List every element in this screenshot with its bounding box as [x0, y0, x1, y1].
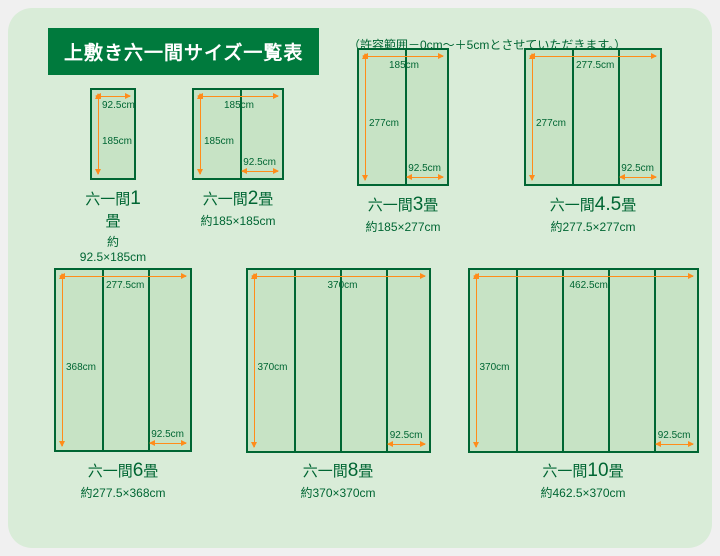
- caption-name: 六一間4.5畳: [508, 194, 678, 216]
- caption-name: 六一間1畳: [78, 188, 148, 231]
- half-label: 92.5cm: [408, 163, 441, 174]
- h-label: 370cm: [258, 362, 288, 373]
- fig-6jo: 277.5cm 368cm 92.5cm 六一間6畳 約277.5×368cm: [38, 268, 208, 452]
- half-label: 92.5cm: [621, 163, 654, 174]
- caption-dims: 約92.5×185cm: [78, 233, 148, 264]
- half-label: 92.5cm: [658, 430, 691, 441]
- h-label: 185cm: [204, 136, 234, 147]
- caption-name: 六一間3畳: [338, 194, 468, 216]
- caption-dims: 約277.5×277cm: [508, 218, 678, 235]
- fig-3jo: 185cm 277cm 92.5cm 六一間3畳 約185×277cm: [338, 48, 468, 186]
- half-label: 92.5cm: [390, 430, 423, 441]
- title: 上敷き六一間サイズ一覧表: [48, 28, 319, 75]
- caption-name: 六一間8畳: [233, 460, 443, 482]
- caption-dims: 約462.5×370cm: [458, 484, 708, 501]
- caption-dims: 約185×185cm: [183, 212, 293, 229]
- w-label: 462.5cm: [570, 280, 608, 291]
- panel: 上敷き六一間サイズ一覧表 （許容範囲－0cm～＋5cmとさせていただきます。） …: [8, 8, 712, 548]
- w-label: 277.5cm: [106, 280, 144, 291]
- caption-dims: 約185×277cm: [338, 218, 468, 235]
- fig-1jo: 92.5cm 185cm 六一間1畳 約92.5×185cm: [78, 88, 148, 180]
- h-label: 185cm: [102, 136, 132, 147]
- fig-8jo: 370cm 370cm 92.5cm 六一間8畳 約370×370cm: [233, 268, 443, 453]
- caption-name: 六一間6畳: [38, 460, 208, 482]
- caption-name: 六一間10畳: [458, 460, 708, 482]
- fig-2jo: 185cm 185cm 92.5cm 六一間2畳 約185×185cm: [183, 88, 293, 180]
- caption-dims: 約277.5×368cm: [38, 484, 208, 501]
- h-label: 277cm: [369, 118, 399, 129]
- fig-10jo: 462.5cm 370cm 92.5cm 六一間10畳 約462.5×370cm: [458, 268, 708, 453]
- caption-name: 六一間2畳: [183, 188, 293, 210]
- w-label: 185cm: [224, 100, 254, 111]
- w-label: 185cm: [389, 60, 419, 71]
- h-label: 370cm: [480, 362, 510, 373]
- h-label: 277cm: [536, 118, 566, 129]
- w-label: 277.5cm: [576, 60, 614, 71]
- w-label: 92.5cm: [102, 100, 135, 111]
- half-label: 92.5cm: [151, 429, 184, 440]
- w-label: 370cm: [328, 280, 358, 291]
- fig-45jo: 277.5cm 277cm 92.5cm 六一間4.5畳 約277.5×277c…: [508, 48, 678, 186]
- caption-dims: 約370×370cm: [233, 484, 443, 501]
- half-label: 92.5cm: [243, 157, 276, 168]
- h-label: 368cm: [66, 362, 96, 373]
